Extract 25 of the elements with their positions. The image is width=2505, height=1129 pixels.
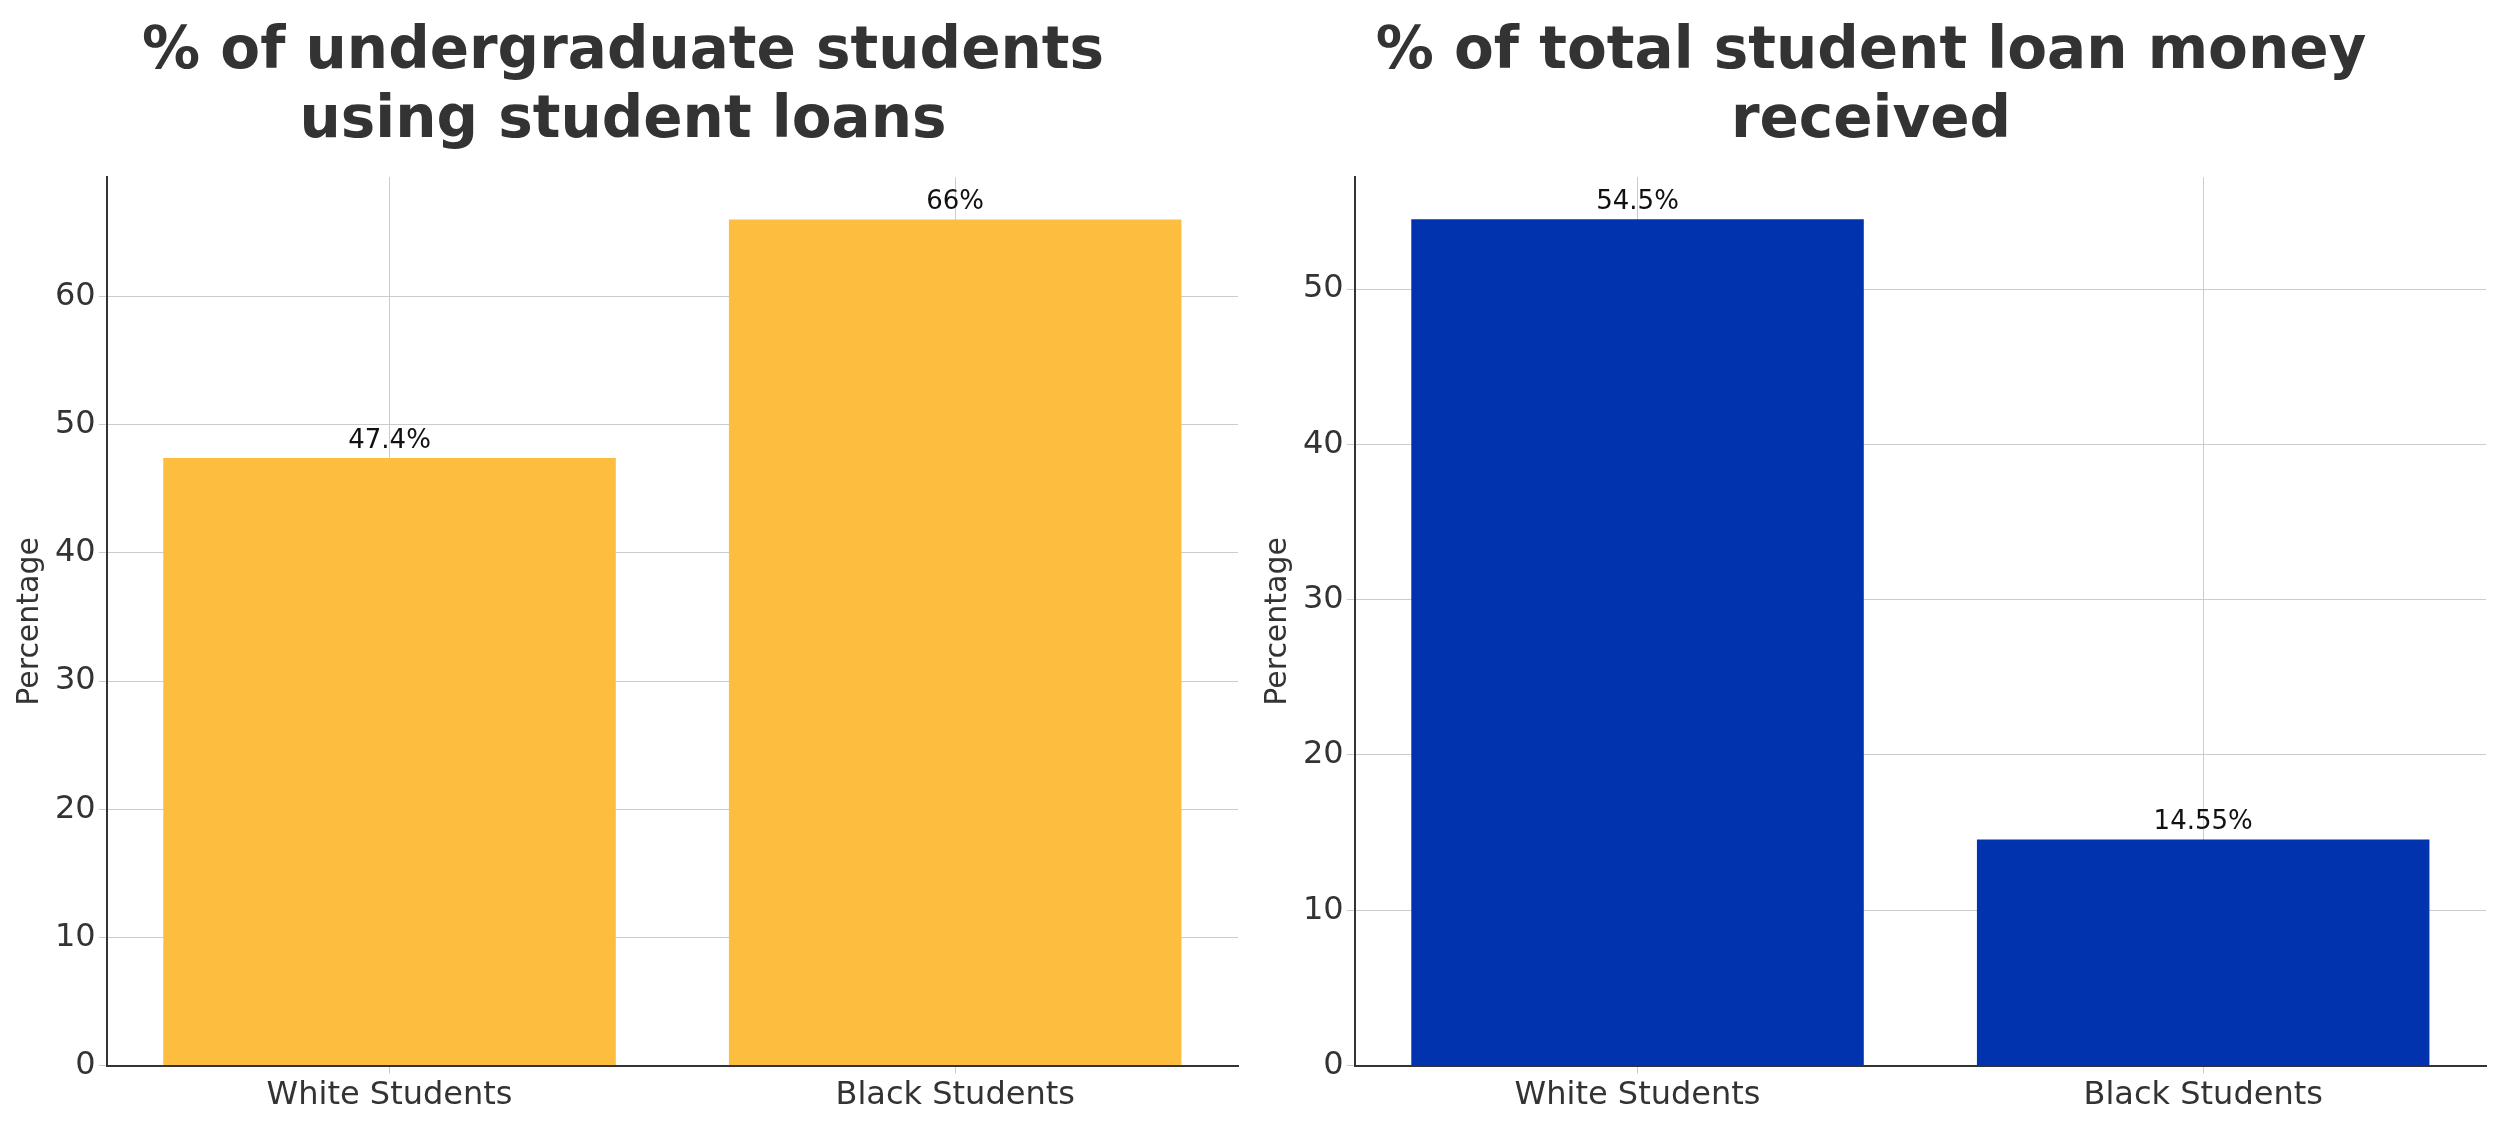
y-tick-label: 30 bbox=[55, 659, 96, 698]
data-label: 14.55% bbox=[2153, 805, 2253, 836]
y-axis-title: Percentage bbox=[1257, 537, 1293, 706]
x-tick-label: Black Students bbox=[2083, 1074, 2323, 1113]
y-axis-title: Percentage bbox=[9, 537, 45, 706]
y-tick-label: 10 bbox=[1303, 888, 1344, 927]
y-tick-label: 0 bbox=[1323, 1043, 1344, 1082]
y-tick-label: 0 bbox=[75, 1043, 96, 1082]
y-tick-label: 20 bbox=[55, 787, 96, 826]
data-label: 54.5% bbox=[1596, 184, 1679, 215]
y-tick-label: 50 bbox=[55, 402, 96, 441]
data-label: 47.4% bbox=[348, 423, 431, 454]
y-tick-label: 40 bbox=[1303, 422, 1344, 461]
y-tick-label: 50 bbox=[1303, 267, 1344, 306]
x-tick-label: White Students bbox=[266, 1074, 513, 1113]
x-tick-label: Black Students bbox=[835, 1074, 1075, 1113]
y-tick-label: 20 bbox=[1303, 733, 1344, 772]
y-tick-label: 40 bbox=[55, 531, 96, 570]
chart-title: % of undergraduate students using student loans bbox=[141, 13, 1105, 152]
data-label: 66% bbox=[926, 185, 985, 216]
y-tick-label: 10 bbox=[55, 915, 96, 954]
chart-title: % of total student loan money received bbox=[1375, 13, 2367, 152]
y-tick-label: 60 bbox=[55, 274, 96, 313]
y-tick-label: 30 bbox=[1303, 577, 1344, 616]
x-tick-label: White Students bbox=[1514, 1074, 1761, 1113]
